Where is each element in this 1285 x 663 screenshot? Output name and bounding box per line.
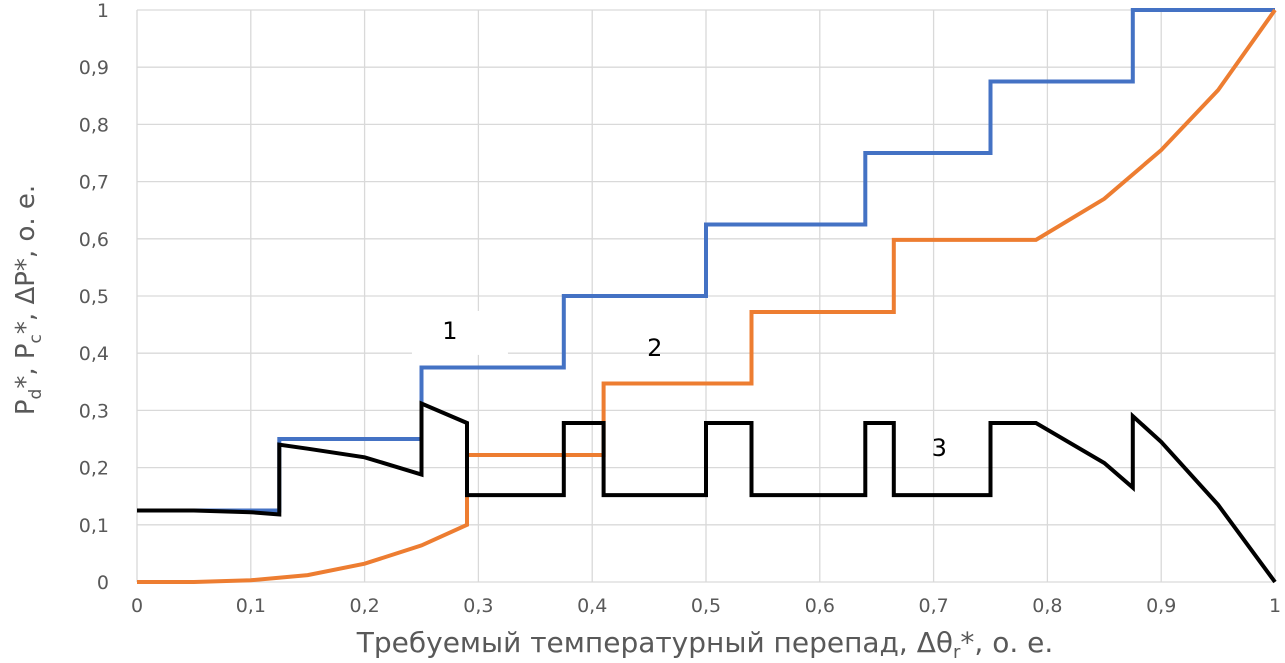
x-tick-label: 0,5 [691,595,721,617]
y-tick-labels: 0 0,1 0,2 0,3 0,4 0,5 0,6 0,7 0,8 0,9 1 [79,0,109,594]
x-tick-label: 0,1 [236,595,266,617]
curve-label-1: 1 [442,317,457,345]
y-tick-label: 0,6 [79,229,109,251]
y-tick-label: 0,7 [79,172,109,194]
y-tick-label: 0,5 [79,286,109,308]
x-tick-label: 0,4 [577,595,607,617]
series-lines [137,8,1277,584]
y-tick-label: 0,1 [79,515,109,537]
x-tick-label: 0,6 [805,595,835,617]
y-tick-label: 1 [97,0,109,22]
x-tick-label: 0,8 [1032,595,1062,617]
y-tick-label: 0,4 [79,343,109,365]
x-tick-label: 0,3 [463,595,493,617]
x-axis-label: Требуемый температурный перепад, Δθr*, о… [356,626,1054,663]
y-tick-label: 0,8 [79,114,109,136]
y-tick-label: 0,3 [79,400,109,422]
annotation-background [411,310,508,355]
series-line-2 [137,8,1277,584]
x-tick-label: 0,9 [1146,595,1176,617]
series-line-3 [137,400,1277,584]
y-tick-label: 0 [97,572,109,594]
x-tick-label: 0,7 [918,595,948,617]
curve-label-3: 3 [932,434,947,462]
x-tick-label: 0,2 [349,595,379,617]
y-tick-label: 0,9 [79,57,109,79]
y-tick-label: 0,2 [79,458,109,480]
x-tick-label: 1 [1269,595,1281,617]
series-line-1 [137,8,1275,513]
curve-annotations: 1 2 3 [411,310,947,462]
y-axis-label: Pd*, Pc*, ΔP*, о. е. [11,185,46,415]
curve-label-2: 2 [647,334,662,362]
x-tick-label: 0 [131,595,143,617]
x-tick-labels: 0 0,1 0,2 0,3 0,4 0,5 0,6 0,7 0,8 0,9 1 [131,595,1281,617]
